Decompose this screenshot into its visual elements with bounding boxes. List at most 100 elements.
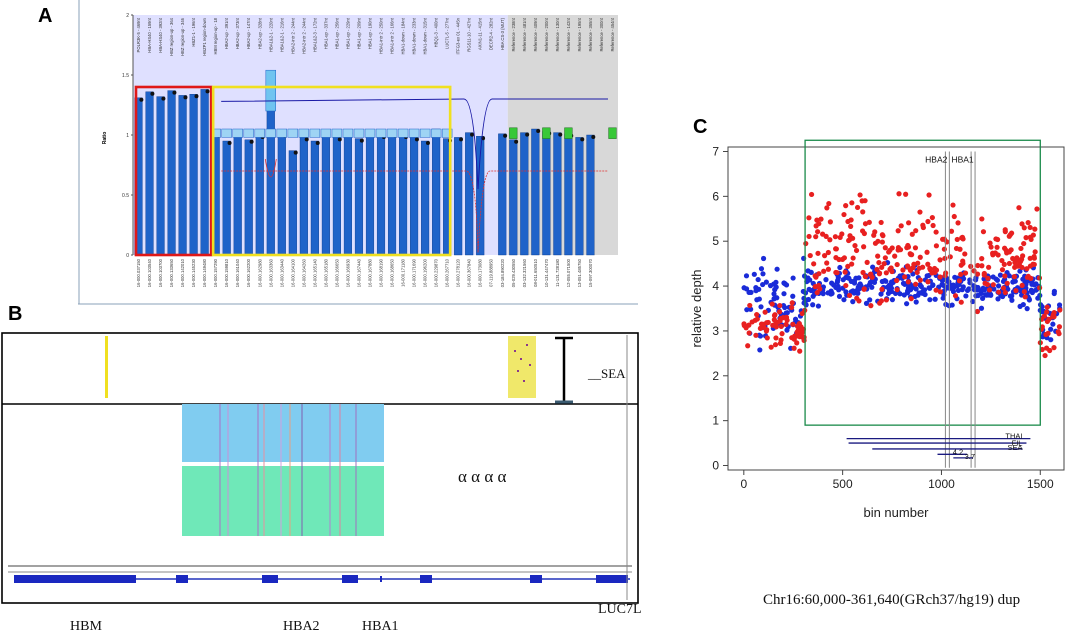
scatter-point <box>863 300 870 306</box>
scatter-point <box>794 340 800 346</box>
scatter-point <box>1002 273 1008 279</box>
scatter-point <box>906 220 912 226</box>
lower-limit-line <box>221 170 608 253</box>
bar <box>222 140 231 256</box>
probe-name: Reference - 409nt <box>533 17 538 51</box>
position-label: 16-000.267710 <box>445 258 450 287</box>
y-axis-label: Ratio <box>102 132 108 145</box>
scatter-point <box>841 297 847 303</box>
scatter-point <box>825 249 831 256</box>
yellow-marker <box>105 336 108 398</box>
scatter-point <box>956 281 962 288</box>
scatter-point <box>933 243 939 249</box>
probe-name: RGS11-10 - 427nt <box>467 17 472 52</box>
scatter-point <box>1027 263 1034 269</box>
bar <box>454 137 463 256</box>
probe-name: HBA1&2-3 - 172nt <box>312 17 317 52</box>
panel-a-mlpa-chart: 0 0.5 1 1.5 2 Ratio POLR3K-5 - 469nt HBA-HS40 -… <box>78 0 638 305</box>
scatter-point <box>995 283 1002 289</box>
scatter-point <box>930 282 936 289</box>
scatter-point <box>756 296 762 302</box>
scatter-point <box>894 261 900 268</box>
scatter-point <box>790 321 796 327</box>
scatter-point <box>776 309 783 315</box>
scatter-point <box>796 320 802 327</box>
bar <box>244 139 253 256</box>
scatter-point <box>960 236 966 242</box>
scatter-point <box>760 281 766 288</box>
bar <box>233 131 242 256</box>
scatter-point <box>974 271 981 277</box>
scatter-point <box>816 221 822 227</box>
scatter-point <box>778 337 784 343</box>
scatter-point <box>881 261 887 267</box>
y-tick-label: 1 <box>712 414 719 428</box>
scatter-point <box>1024 306 1030 312</box>
scatter-point <box>762 309 768 315</box>
scatter-point <box>880 233 886 239</box>
scatter-point <box>1018 245 1024 252</box>
scatter-point <box>979 256 985 262</box>
reference-box <box>542 127 551 139</box>
position-label: 16-000.163440 <box>279 258 284 287</box>
scatter-point <box>1051 288 1058 294</box>
scatter-point <box>1044 309 1050 315</box>
position-label: 16-000.157290 <box>213 258 218 287</box>
scatter-point <box>760 255 767 262</box>
y-tick-label: 0.5 <box>122 193 129 199</box>
reference-box <box>564 127 573 139</box>
scatter-point <box>862 273 868 280</box>
probe-name: HBQ1-3 - 400nt <box>434 17 439 47</box>
scatter-point <box>1011 274 1017 280</box>
scatter-point <box>889 297 896 303</box>
probe-name: HBZ region-up - 364 <box>169 17 174 56</box>
scatter-point <box>1044 304 1050 310</box>
scatter-point <box>827 237 833 243</box>
scatter-point <box>827 219 833 225</box>
scatter-point <box>940 295 946 301</box>
scatter-point <box>975 262 981 269</box>
scatter-point <box>1021 289 1027 295</box>
ci-box <box>265 128 276 138</box>
scatter-point <box>937 257 943 263</box>
bar-point <box>161 96 166 101</box>
scatter-point <box>1048 326 1054 332</box>
probe-name: Reference - 355nt <box>588 17 593 51</box>
scatter-point <box>843 203 849 209</box>
scatter-point <box>894 277 900 284</box>
probe-name: Reference - 195nt <box>577 17 582 51</box>
scatter-point <box>753 332 759 338</box>
scatter-point <box>771 317 777 323</box>
scatter-point <box>892 253 898 259</box>
scatter-point <box>783 321 789 328</box>
scatter-point <box>1006 249 1012 255</box>
ci-box <box>243 128 254 138</box>
scatter-point <box>748 289 754 296</box>
position-label: 16-000.149480 <box>202 258 207 287</box>
scatter-point <box>778 323 784 330</box>
scatter-point <box>870 264 876 270</box>
gene-label-hba1: HBA1 <box>362 619 399 634</box>
scatter-point <box>825 290 831 296</box>
scatter-point <box>1002 229 1008 235</box>
scatter-point <box>829 290 835 296</box>
y-axis-label: relative depth <box>689 269 704 347</box>
scatter-point <box>937 274 943 280</box>
scatter-point <box>1032 249 1038 255</box>
scatter-point <box>747 302 753 309</box>
ci-box <box>430 128 442 138</box>
scatter-point <box>836 293 843 300</box>
scatter-point <box>855 290 861 296</box>
scatter-point <box>994 244 1000 250</box>
gene-label-hba2: HBA2 <box>283 619 320 634</box>
ci-box <box>419 128 431 138</box>
scatter-point <box>843 282 849 289</box>
scatter-point <box>866 282 873 288</box>
position-label: 16-000.166930 <box>345 258 350 287</box>
scatter-point <box>856 298 862 304</box>
bar-point <box>172 90 177 95</box>
position-label: 16-000.167880 <box>367 258 372 287</box>
scatter-point <box>763 279 769 285</box>
position-label: 16-000.196200 <box>423 258 428 287</box>
scatter-point <box>1042 352 1048 359</box>
